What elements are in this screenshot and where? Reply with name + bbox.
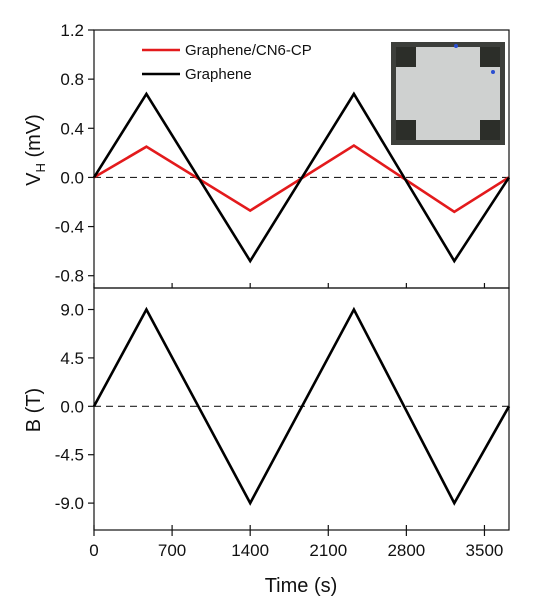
plot-frame bbox=[93, 287, 510, 531]
series-line-graphene bbox=[92, 91, 511, 264]
inset-sample-photo bbox=[391, 42, 505, 145]
x-tick-label: 0 bbox=[89, 541, 98, 560]
x-axis-label: Time (s) bbox=[265, 575, 338, 597]
x-axis: 0 700 1400 2100 2800 3500 bbox=[89, 530, 503, 560]
y-tick-label: -0.8 bbox=[55, 267, 84, 286]
y-tick-label: 9.0 bbox=[60, 301, 84, 320]
y-tick-label: 0.0 bbox=[60, 397, 84, 416]
legend: Graphene/CN6-CP Graphene bbox=[142, 42, 312, 83]
y-tick-label: 1.2 bbox=[60, 21, 84, 40]
voltage-panel: 1.2 0.8 0.4 0.0 -0.4 -0.8 bbox=[55, 21, 511, 289]
y-tick-label: 4.5 bbox=[60, 349, 84, 368]
legend-label-graphene: Graphene bbox=[185, 66, 252, 83]
x-tick-label: 700 bbox=[158, 541, 186, 560]
y-tick-label: 0.0 bbox=[60, 168, 84, 187]
x-tick-label: 2800 bbox=[387, 541, 425, 560]
y-tick-label: 0.8 bbox=[60, 70, 84, 89]
y-tick-label: -9.0 bbox=[55, 494, 84, 513]
y-axis-label-field: B (T) bbox=[23, 388, 45, 432]
y-tick-label: -0.4 bbox=[55, 218, 84, 237]
y-tick-label: 0.4 bbox=[60, 119, 84, 138]
y-tick-label: -4.5 bbox=[55, 446, 84, 465]
series-line-field bbox=[92, 306, 511, 506]
x-tick-label: 2100 bbox=[309, 541, 347, 560]
x-tick-label: 1400 bbox=[231, 541, 269, 560]
field-panel: 9.0 4.5 0.0 -4.5 -9.0 bbox=[55, 287, 511, 531]
y-axis-label-voltage: VH (mV) bbox=[23, 114, 48, 186]
x-tick-label: 3500 bbox=[466, 541, 504, 560]
legend-label-graphene-cn6-cp: Graphene/CN6-CP bbox=[185, 42, 312, 59]
